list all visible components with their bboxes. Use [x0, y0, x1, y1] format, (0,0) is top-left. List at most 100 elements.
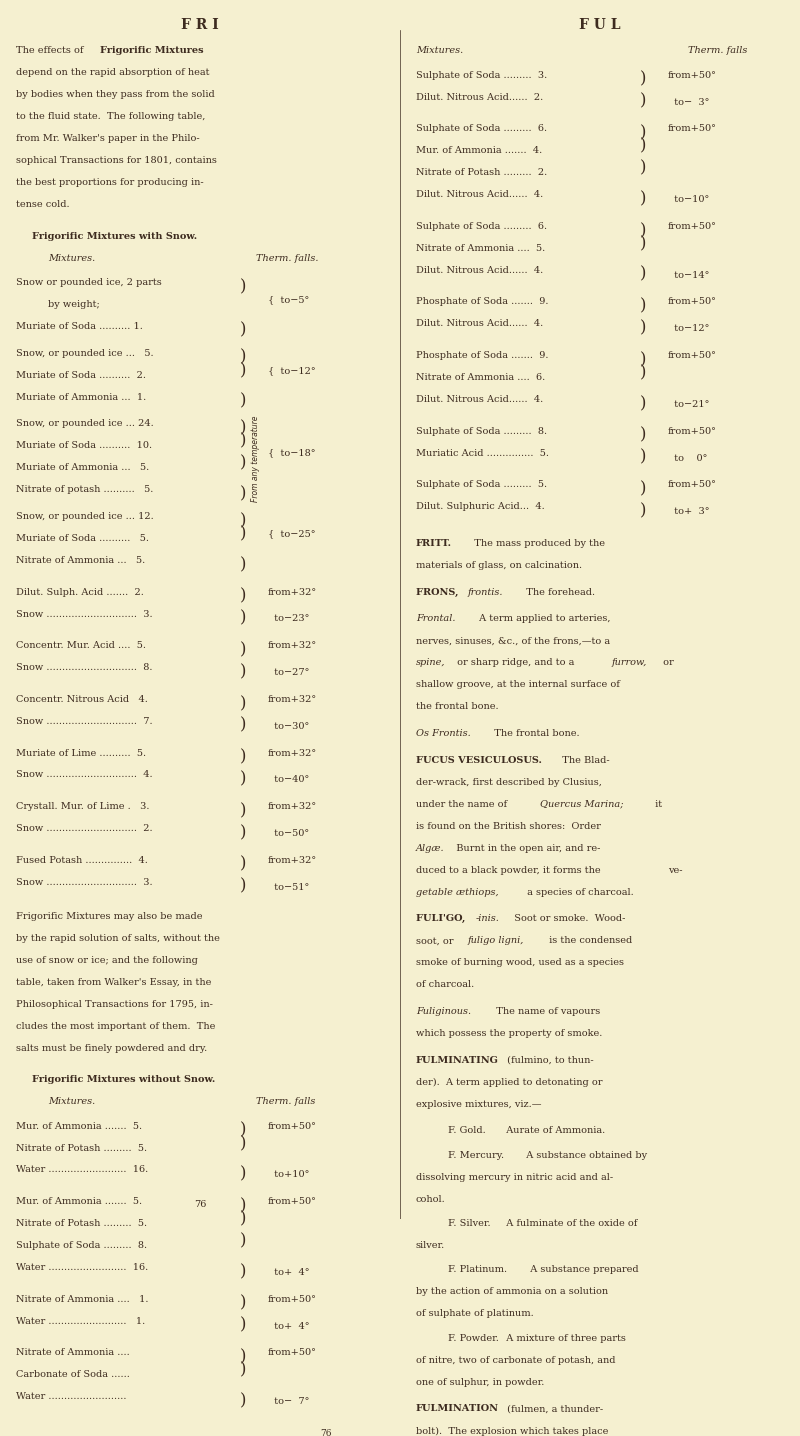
- Text: ): ): [640, 503, 646, 520]
- Text: Muriate of Lime ..........  5.: Muriate of Lime .......... 5.: [16, 748, 146, 758]
- Text: {  to−5°: { to−5°: [268, 296, 310, 304]
- Text: der-wrack, first described by Clusius,: der-wrack, first described by Clusius,: [416, 778, 602, 787]
- Text: The frontal bone.: The frontal bone.: [488, 729, 580, 738]
- Text: ): ): [240, 392, 246, 409]
- Text: ): ): [240, 663, 246, 681]
- Text: to−23°: to−23°: [268, 615, 310, 623]
- Text: Snow, or pounded ice ...   5.: Snow, or pounded ice ... 5.: [16, 349, 154, 358]
- Text: dissolving mercury in nitric acid and al-: dissolving mercury in nitric acid and al…: [416, 1173, 613, 1182]
- Text: ): ): [240, 1122, 246, 1139]
- Text: from+50°: from+50°: [668, 125, 717, 134]
- Text: ): ): [640, 365, 646, 382]
- Text: from+32°: from+32°: [268, 748, 317, 758]
- Text: ): ): [240, 609, 246, 626]
- Text: ): ): [240, 824, 246, 841]
- Text: from+32°: from+32°: [268, 642, 317, 651]
- Text: ): ): [240, 279, 246, 294]
- Text: The effects of: The effects of: [16, 46, 86, 56]
- Text: frontis.: frontis.: [468, 587, 503, 596]
- Text: to+  4°: to+ 4°: [268, 1321, 310, 1331]
- Text: Snow or pounded ice, 2 parts: Snow or pounded ice, 2 parts: [16, 279, 162, 287]
- Text: The name of vapours: The name of vapours: [490, 1007, 600, 1017]
- Text: Snow .............................  3.: Snow ............................. 3.: [16, 877, 153, 887]
- Text: by bodies when they pass from the solid: by bodies when they pass from the solid: [16, 90, 214, 99]
- Text: table, taken from Walker's Essay, in the: table, taken from Walker's Essay, in the: [16, 978, 211, 987]
- Text: Mur. of Ammonia .......  5.: Mur. of Ammonia ....... 5.: [16, 1198, 142, 1206]
- Text: cohol.: cohol.: [416, 1195, 446, 1203]
- Text: ): ): [240, 1166, 246, 1182]
- Text: FULMINATING: FULMINATING: [416, 1055, 499, 1064]
- Text: A mixture of three parts: A mixture of three parts: [500, 1334, 626, 1343]
- Text: use of snow or ice; and the following: use of snow or ice; and the following: [16, 956, 198, 965]
- Text: Mixtures.: Mixtures.: [416, 46, 463, 56]
- Text: Muriate of Soda .......... 1.: Muriate of Soda .......... 1.: [16, 322, 143, 330]
- Text: ): ): [240, 1198, 246, 1215]
- Text: the best proportions for producing in-: the best proportions for producing in-: [16, 178, 204, 187]
- Text: Water .........................: Water .........................: [16, 1393, 126, 1402]
- Text: silver.: silver.: [416, 1241, 446, 1251]
- Text: from+32°: from+32°: [268, 587, 317, 596]
- Text: Sulphate of Soda .........  6.: Sulphate of Soda ......... 6.: [416, 223, 547, 231]
- Text: Nitrate of Ammonia ....  5.: Nitrate of Ammonia .... 5.: [416, 244, 546, 253]
- Text: by weight;: by weight;: [48, 300, 100, 309]
- Text: Philosophical Transactions for 1795, in-: Philosophical Transactions for 1795, in-: [16, 999, 213, 1008]
- Text: Frigorific Mixtures: Frigorific Mixtures: [100, 46, 204, 56]
- Text: to the fluid state.  The following table,: to the fluid state. The following table,: [16, 112, 206, 121]
- Text: FULMINATION: FULMINATION: [416, 1404, 499, 1413]
- Text: A term applied to arteries,: A term applied to arteries,: [476, 615, 610, 623]
- Text: to−51°: to−51°: [268, 883, 310, 892]
- Text: ): ): [240, 349, 246, 366]
- Text: Water .........................  16.: Water ......................... 16.: [16, 1166, 148, 1175]
- Text: tense cold.: tense cold.: [16, 200, 70, 208]
- Text: from Mr. Walker's paper in the Philo-: from Mr. Walker's paper in the Philo-: [16, 134, 200, 144]
- Text: from+50°: from+50°: [668, 352, 717, 360]
- Text: one of sulphur, in powder.: one of sulphur, in powder.: [416, 1377, 544, 1387]
- Text: from+50°: from+50°: [668, 70, 717, 80]
- Text: the frontal bone.: the frontal bone.: [416, 702, 498, 711]
- Text: Mur. of Ammonia .......  5.: Mur. of Ammonia ....... 5.: [16, 1122, 142, 1130]
- Text: from+50°: from+50°: [668, 223, 717, 231]
- Text: ): ): [240, 587, 246, 605]
- Text: Fused Potash ...............  4.: Fused Potash ............... 4.: [16, 856, 148, 864]
- Text: to−21°: to−21°: [668, 399, 710, 409]
- Text: ): ): [640, 480, 646, 497]
- Text: Nitrate of Potash .........  2.: Nitrate of Potash ......... 2.: [416, 168, 547, 177]
- Text: The Blad-: The Blad-: [556, 755, 610, 765]
- Text: Aurate of Ammonia.: Aurate of Ammonia.: [500, 1126, 606, 1136]
- Text: F. Mercury.: F. Mercury.: [448, 1150, 504, 1160]
- Text: ): ): [240, 856, 246, 873]
- Text: fuligo ligni,: fuligo ligni,: [468, 936, 524, 945]
- Text: ): ): [240, 432, 246, 449]
- Text: FUCUS VESICULOSUS.: FUCUS VESICULOSUS.: [416, 755, 542, 765]
- Text: The mass produced by the: The mass produced by the: [468, 538, 605, 549]
- Text: salts must be finely powdered and dry.: salts must be finely powdered and dry.: [16, 1044, 207, 1053]
- Text: A substance prepared: A substance prepared: [524, 1265, 638, 1275]
- Text: from+32°: from+32°: [268, 856, 317, 864]
- Text: from+50°: from+50°: [668, 426, 717, 435]
- Text: {  to−12°: { to−12°: [268, 366, 316, 375]
- Text: Sulphate of Soda .........  5.: Sulphate of Soda ......... 5.: [416, 480, 547, 490]
- Text: FRONS,: FRONS,: [416, 587, 462, 596]
- Text: ): ): [240, 1295, 246, 1311]
- Text: from+50°: from+50°: [268, 1122, 317, 1130]
- Text: ): ): [240, 1317, 246, 1334]
- Text: Nitrate of Ammonia ....   1.: Nitrate of Ammonia .... 1.: [16, 1295, 149, 1304]
- Text: ): ): [640, 236, 646, 253]
- Text: Snow .............................  4.: Snow ............................. 4.: [16, 771, 153, 780]
- Text: ): ): [640, 223, 646, 238]
- Text: materials of glass, on calcination.: materials of glass, on calcination.: [416, 561, 582, 570]
- Text: Muriate of Soda ..........   5.: Muriate of Soda .......... 5.: [16, 534, 149, 543]
- Text: ): ): [240, 1393, 246, 1409]
- Text: Frontal.: Frontal.: [416, 615, 455, 623]
- Text: F. Powder.: F. Powder.: [448, 1334, 499, 1343]
- Text: Fuliginous.: Fuliginous.: [416, 1007, 471, 1017]
- Text: to−27°: to−27°: [268, 668, 310, 678]
- Text: F R I: F R I: [181, 19, 219, 32]
- Text: to+10°: to+10°: [268, 1170, 310, 1179]
- Text: Concentr. Nitrous Acid   4.: Concentr. Nitrous Acid 4.: [16, 695, 148, 704]
- Text: ): ): [240, 322, 246, 339]
- Text: ): ): [640, 266, 646, 283]
- Text: ): ): [640, 93, 646, 109]
- Text: Phosphate of Soda .......  9.: Phosphate of Soda ....... 9.: [416, 352, 549, 360]
- Text: sophical Transactions for 1801, contains: sophical Transactions for 1801, contains: [16, 157, 217, 165]
